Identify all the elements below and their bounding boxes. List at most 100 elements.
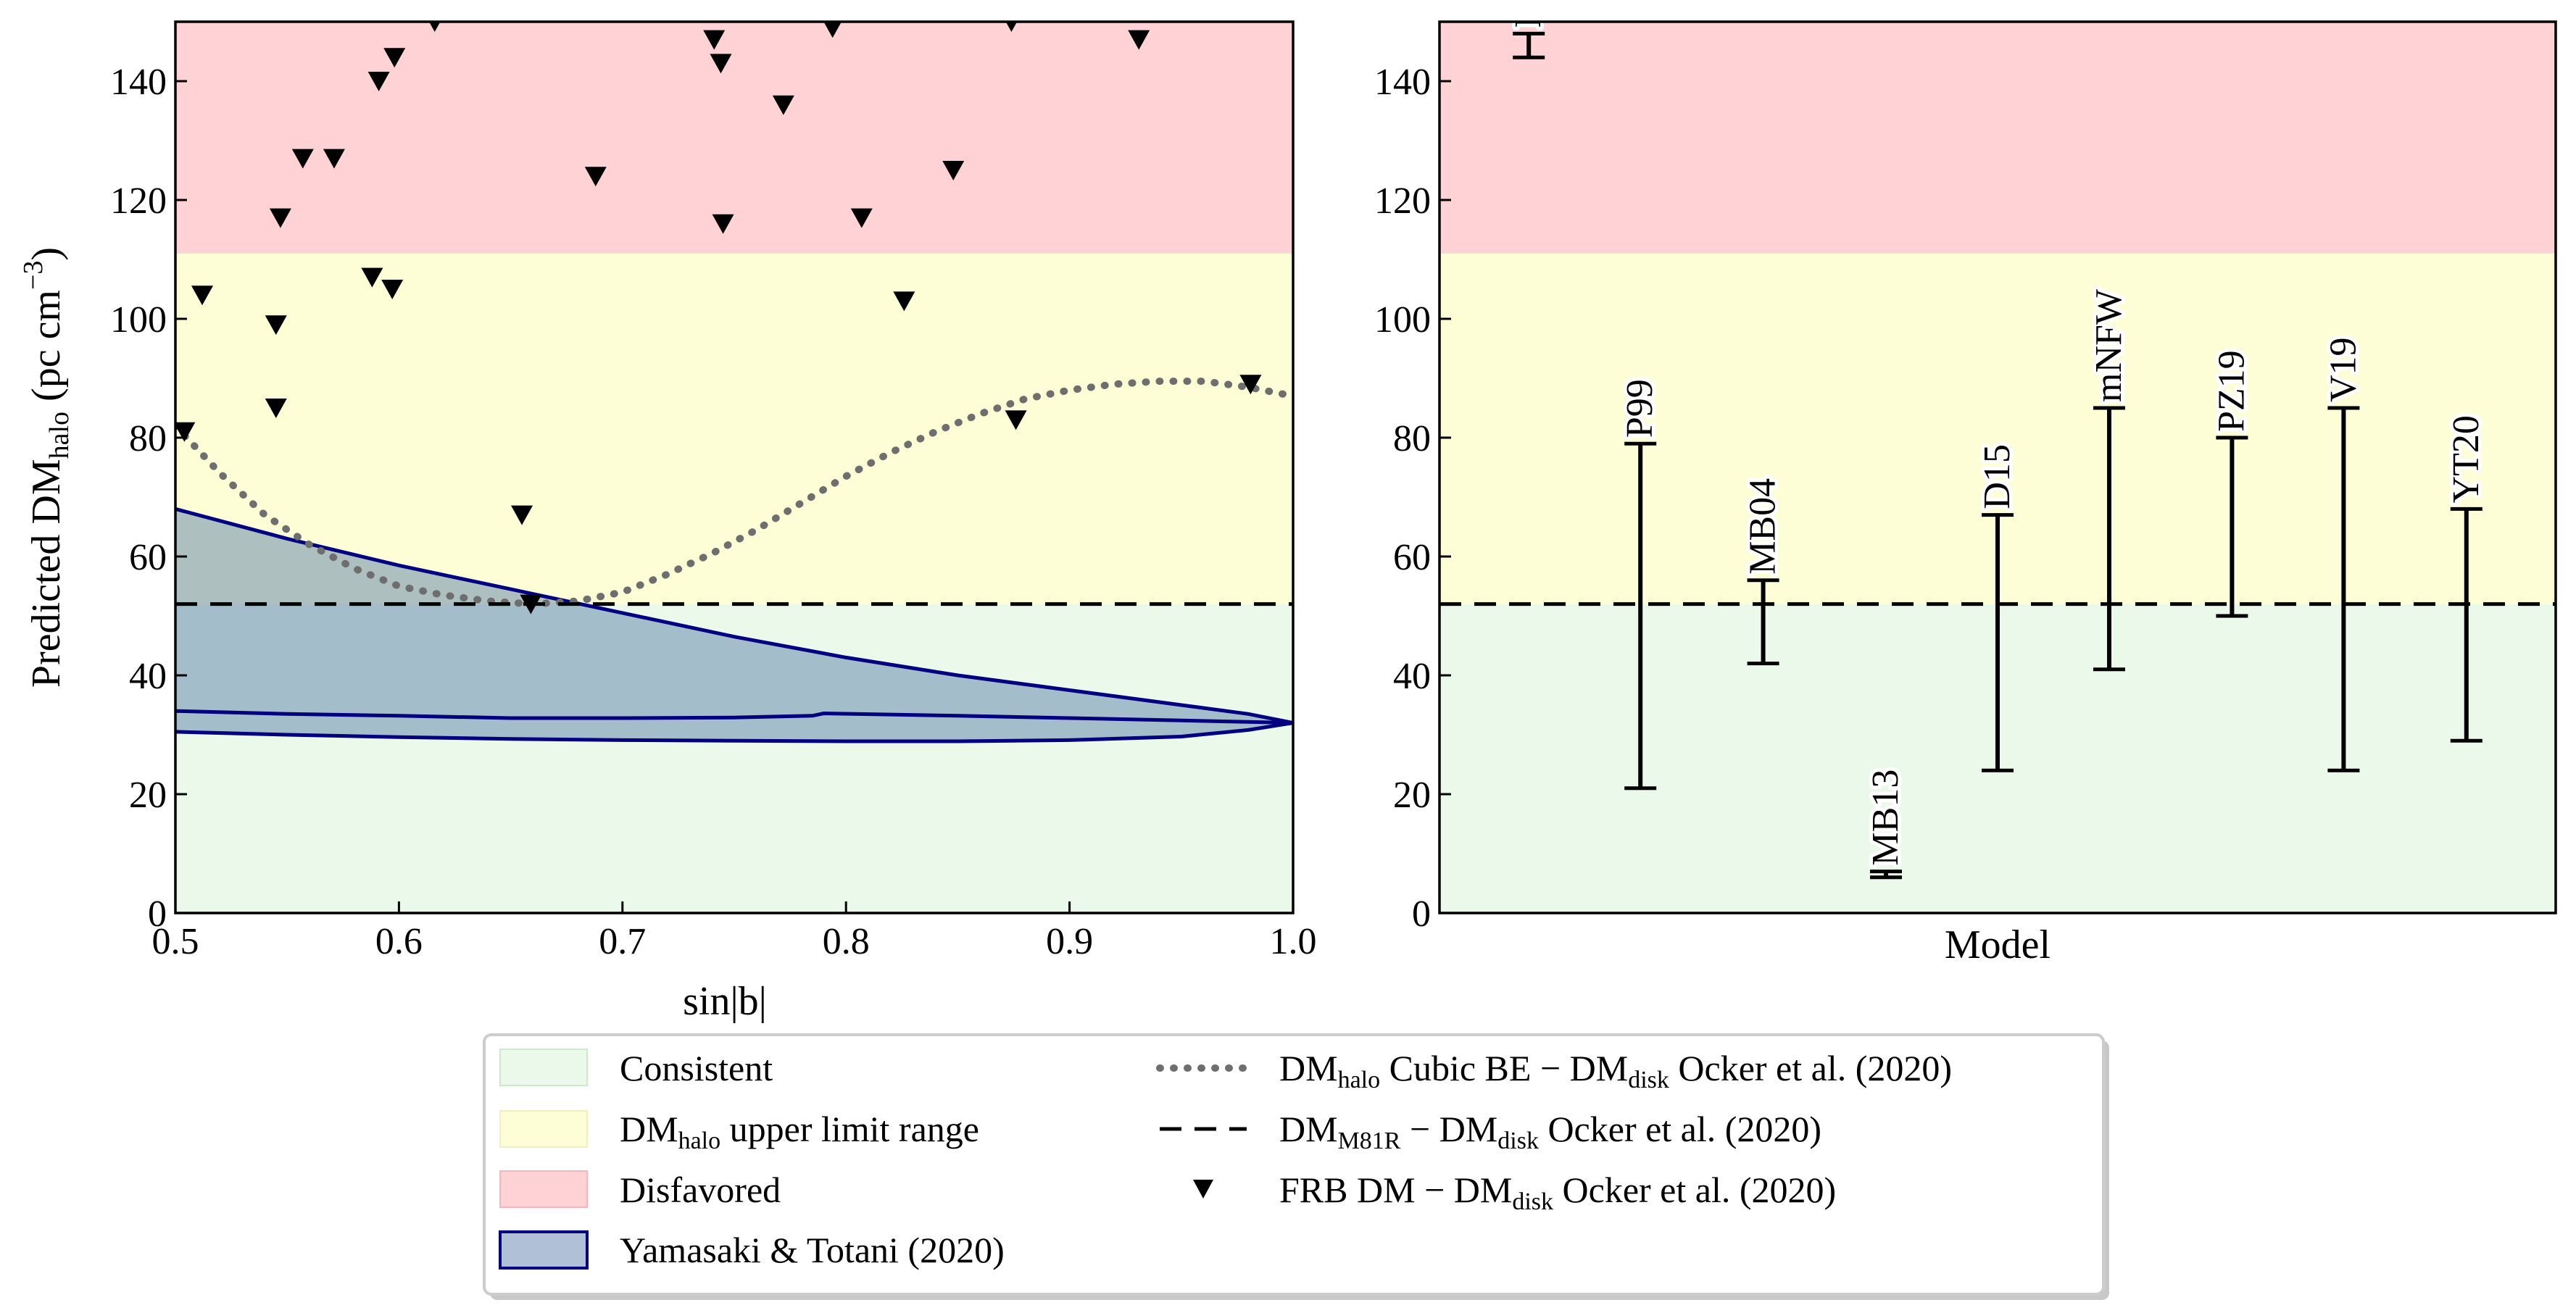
frb-marker [361, 267, 383, 288]
left-y-tick-label: 80 [129, 418, 167, 459]
model-label: YT20 [2446, 415, 2487, 503]
left-x-tick-label: 0.7 [599, 921, 646, 962]
yt-band-lower-edge [175, 721, 1293, 743]
frb-marker [772, 95, 794, 115]
yt-band-median-line [175, 709, 1293, 725]
model-label: D15 [1977, 444, 2018, 509]
left-y-tick-label: 60 [129, 537, 167, 578]
frb-marker [823, 22, 842, 38]
right-y-tick-label: 0 [1412, 893, 1431, 935]
model-errorbar-v19: V19 [2319, 333, 2367, 772]
legend: Consistent DMhalo upper limit range Disf… [483, 1033, 2109, 1300]
right-y-tick-label: 20 [1393, 775, 1431, 816]
left-y-ticks: 0 20 40 60 80 100 120 140 [110, 62, 187, 935]
left-x-tick-label: 1.0 [1270, 921, 1317, 962]
legend-swatch-disfavored [499, 1170, 588, 1208]
frb-marker [381, 280, 404, 299]
left-x-tick-label: 0.5 [152, 921, 199, 962]
legend-swatch-upper-limit [499, 1110, 588, 1148]
frb-marker [850, 208, 873, 228]
right-region-disfavored [1439, 22, 2556, 254]
legend-box [483, 1033, 2105, 1296]
left-y-tick-label: 40 [129, 656, 167, 697]
left-region-consistent [175, 604, 1293, 913]
frb-marker [710, 54, 732, 74]
frb-marker [428, 22, 441, 32]
legend-swatch-consistent [499, 1049, 588, 1086]
frb-marker [520, 594, 542, 614]
left-x-ticks: 0.5 0.6 0.7 0.8 0.9 1.0 [152, 901, 1317, 962]
frb-marker [175, 422, 196, 442]
left-y-axis-label: Predicted DMhalo (pc cm−3) [18, 247, 75, 688]
frb-marker [265, 399, 287, 418]
model-label: P99 [1619, 379, 1661, 438]
frb-marker [584, 167, 607, 187]
frb-marker [703, 30, 726, 50]
model-errorbar-pz19: PZ19 [2207, 346, 2256, 618]
model-label: NFW [1508, 0, 1549, 28]
right-y-tick-label: 120 [1374, 180, 1431, 222]
left-y-tick-label: 20 [129, 775, 167, 816]
right-x-axis-label: Model [1945, 922, 2051, 967]
model-errorbar-mb04: MB04 [1739, 475, 1787, 666]
legend-label-upper-limit: DMhalo upper limit range [620, 1109, 979, 1154]
model-label: MB13 [1865, 770, 1906, 866]
model-errorbar-mb13: MB13 [1861, 766, 1910, 880]
legend-label-cubic-be: DMhalo Cubic BE − DMdisk Ocker et al. (2… [1279, 1048, 1952, 1093]
right-y-ticks: 0 20 40 60 80 100 120 140 [1374, 62, 1451, 935]
frb-marker [893, 291, 915, 312]
left-x-axis-label: sin|b| [683, 979, 767, 1024]
legend-label-consistent: Consistent [620, 1048, 773, 1088]
model-errorbar-d15: D15 [1973, 441, 2022, 772]
frb-marker [269, 208, 291, 228]
legend-swatch-yamasaki-totani [499, 1230, 589, 1270]
frb-marker [291, 149, 314, 169]
left-y-tick-label: 140 [110, 62, 167, 103]
left-y-tick-label: 0 [148, 893, 167, 935]
frb-marker [1239, 375, 1262, 395]
left-axes-frame [174, 20, 1295, 914]
model-label: mNFW [2088, 289, 2130, 402]
left-panel: 0 20 40 60 80 100 120 140 0.5 0.6 0.7 0.8 0.9 1.0 si… [18, 20, 1317, 1024]
frb-marker [942, 161, 965, 180]
frb-marker [191, 285, 214, 306]
model-errorbar-p99: P99 [1616, 375, 1664, 791]
frb-marker [323, 149, 345, 169]
left-region-disfavored [175, 22, 1293, 254]
right-y-tick-label: 140 [1374, 62, 1431, 103]
frb-marker [1005, 22, 1018, 32]
model-label: PZ19 [2211, 350, 2252, 432]
right-panel: NFW P99 MB04 MB13 D15 mNFW PZ19 V19 YT20 0 20 40 60… [1374, 0, 2557, 967]
legend-label-m81r: DMM81R − DMdisk Ocker et al. (2020) [1279, 1109, 1821, 1154]
left-region-upper-limit [175, 253, 1293, 604]
frb-markers [175, 22, 1262, 614]
right-y-tick-label: 60 [1393, 537, 1431, 578]
left-x-tick-label: 0.6 [375, 921, 423, 962]
model-errorbar-yt20: YT20 [2442, 412, 2490, 743]
yt-band-upper-edge [175, 507, 1293, 725]
legend-marker-frb [1193, 1180, 1213, 1199]
frb-marker [383, 48, 406, 68]
frb-marker [511, 505, 533, 525]
cubic-be-curve [175, 378, 1293, 608]
right-y-tick-label: 40 [1393, 656, 1431, 697]
legend-label-yamasaki-totani: Yamasaki & Totani (2020) [620, 1230, 1005, 1270]
model-label: MB04 [1742, 478, 1784, 575]
left-y-tick-label: 120 [110, 180, 167, 222]
frb-marker [367, 72, 390, 91]
model-errorbars: NFW P99 MB04 MB13 D15 mNFW PZ19 V19 YT20 [1504, 0, 2490, 880]
right-y-tick-label: 80 [1393, 418, 1431, 459]
model-errorbar-mnfw: mNFW [2085, 285, 2133, 672]
model-label: V19 [2322, 337, 2364, 402]
frb-marker [712, 214, 734, 234]
frb-marker [1128, 30, 1150, 50]
right-y-tick-label: 100 [1374, 299, 1431, 341]
left-y-tick-label: 100 [110, 299, 167, 341]
legend-label-frb: FRB DM − DMdisk Ocker et al. (2020) [1279, 1170, 1836, 1215]
left-x-tick-label: 0.8 [823, 921, 870, 962]
frb-marker [1005, 410, 1027, 430]
left-x-tick-label: 0.9 [1046, 921, 1093, 962]
legend-label-disfavored: Disfavored [620, 1170, 781, 1210]
frb-marker [265, 315, 287, 335]
